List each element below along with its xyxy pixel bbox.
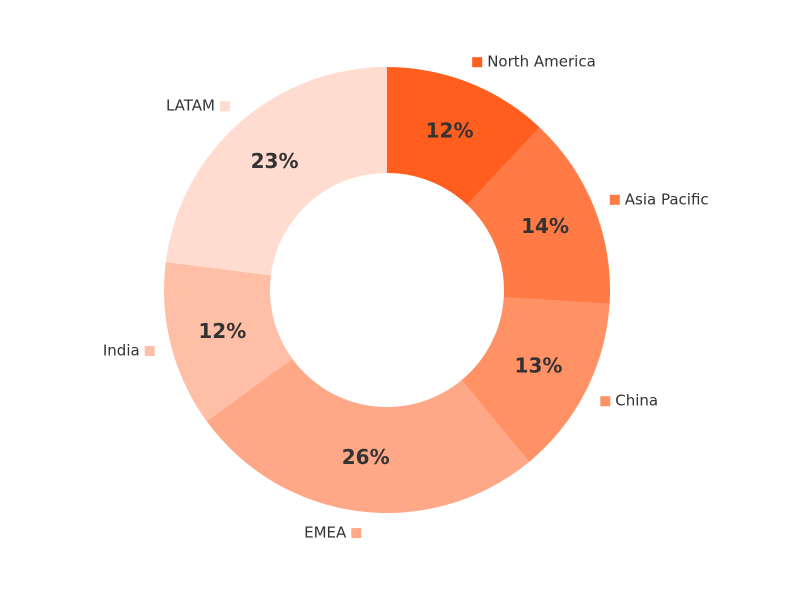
legend-marker: [144, 345, 155, 356]
legend-marker: [351, 528, 362, 539]
legend-label: LATAM: [166, 97, 215, 115]
legend-marker: [600, 396, 611, 407]
slice: [467, 127, 610, 305]
legend-marker: [219, 101, 230, 112]
slice: [164, 262, 293, 422]
legend-marker: [609, 194, 620, 205]
slice: [387, 67, 540, 205]
data-label: 23%: [251, 149, 299, 173]
legend-label: China: [615, 392, 658, 410]
legend-label: EMEA: [304, 524, 347, 542]
legend-label: Asia Pacific: [625, 190, 709, 208]
data-label: 12%: [198, 319, 246, 343]
data-label: 26%: [342, 445, 390, 469]
slice: [165, 67, 387, 276]
legend-label: North America: [487, 53, 596, 71]
slice: [206, 358, 530, 514]
data-label: 13%: [515, 354, 563, 378]
legend-label: India: [103, 341, 140, 359]
data-label: 12%: [426, 118, 474, 142]
legend-marker: [472, 57, 483, 68]
data-label: 14%: [521, 214, 569, 238]
slice: [461, 297, 610, 462]
